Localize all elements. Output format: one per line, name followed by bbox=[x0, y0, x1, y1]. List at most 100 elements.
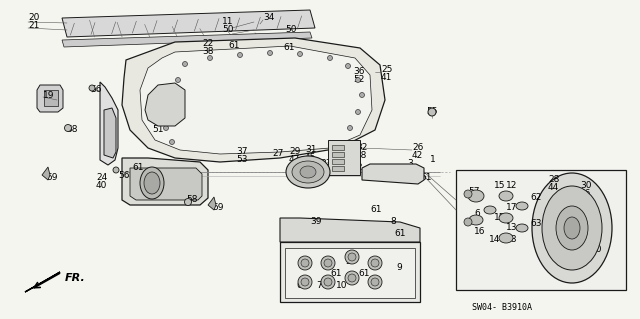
Bar bbox=[332, 159, 344, 164]
Text: 55: 55 bbox=[426, 108, 438, 116]
Polygon shape bbox=[328, 140, 360, 175]
Bar bbox=[44, 90, 58, 106]
Text: 52: 52 bbox=[353, 76, 364, 85]
Text: 38: 38 bbox=[202, 48, 214, 56]
Text: 29: 29 bbox=[289, 147, 300, 157]
Circle shape bbox=[301, 278, 309, 286]
Ellipse shape bbox=[144, 172, 160, 194]
Circle shape bbox=[346, 63, 351, 69]
Polygon shape bbox=[122, 158, 208, 205]
Polygon shape bbox=[122, 38, 385, 162]
Circle shape bbox=[184, 198, 191, 205]
Text: 57: 57 bbox=[468, 218, 479, 226]
Text: 3: 3 bbox=[407, 160, 413, 168]
Text: 56: 56 bbox=[90, 85, 102, 94]
Text: 37: 37 bbox=[236, 147, 248, 157]
Text: 17: 17 bbox=[506, 204, 518, 212]
Polygon shape bbox=[140, 46, 372, 154]
Polygon shape bbox=[62, 10, 315, 37]
Text: 10: 10 bbox=[336, 281, 348, 291]
Circle shape bbox=[321, 275, 335, 289]
Circle shape bbox=[182, 62, 188, 66]
Bar bbox=[285, 248, 415, 298]
Ellipse shape bbox=[140, 167, 164, 199]
Ellipse shape bbox=[499, 213, 513, 223]
Text: 7: 7 bbox=[316, 281, 322, 291]
Text: 23: 23 bbox=[374, 172, 385, 181]
Text: 46: 46 bbox=[580, 189, 591, 198]
Text: 13: 13 bbox=[506, 224, 518, 233]
Circle shape bbox=[368, 256, 382, 270]
Ellipse shape bbox=[516, 202, 528, 210]
Text: 50: 50 bbox=[285, 26, 296, 34]
Text: 45: 45 bbox=[305, 153, 316, 162]
Text: 44: 44 bbox=[548, 183, 559, 192]
Circle shape bbox=[345, 271, 359, 285]
Ellipse shape bbox=[499, 191, 513, 201]
Circle shape bbox=[163, 125, 168, 130]
Text: 58: 58 bbox=[66, 125, 77, 135]
Text: 26: 26 bbox=[412, 144, 424, 152]
Text: 61: 61 bbox=[132, 164, 143, 173]
Text: 32: 32 bbox=[356, 144, 367, 152]
Bar bbox=[332, 145, 344, 150]
Circle shape bbox=[65, 124, 72, 131]
Text: 51: 51 bbox=[152, 125, 163, 135]
Circle shape bbox=[371, 278, 379, 286]
Circle shape bbox=[168, 93, 173, 99]
Text: 28: 28 bbox=[548, 175, 559, 184]
Text: 27: 27 bbox=[272, 150, 284, 159]
Circle shape bbox=[268, 50, 273, 56]
Bar bbox=[280, 242, 420, 302]
Ellipse shape bbox=[516, 224, 528, 232]
Text: 41: 41 bbox=[381, 73, 392, 83]
Text: 8: 8 bbox=[390, 218, 396, 226]
Polygon shape bbox=[362, 164, 424, 184]
Circle shape bbox=[301, 259, 309, 267]
Polygon shape bbox=[100, 82, 118, 165]
Circle shape bbox=[348, 274, 356, 282]
Text: 59: 59 bbox=[212, 204, 223, 212]
Text: 9: 9 bbox=[396, 263, 402, 272]
Circle shape bbox=[355, 78, 360, 83]
Text: 63: 63 bbox=[530, 219, 541, 228]
Circle shape bbox=[345, 250, 359, 264]
Circle shape bbox=[324, 278, 332, 286]
Text: 60: 60 bbox=[590, 246, 602, 255]
Text: 58: 58 bbox=[186, 196, 198, 204]
Text: 61: 61 bbox=[283, 43, 294, 53]
Circle shape bbox=[163, 109, 168, 115]
Text: 30: 30 bbox=[580, 182, 591, 190]
Polygon shape bbox=[42, 167, 50, 180]
Polygon shape bbox=[280, 218, 420, 242]
Ellipse shape bbox=[556, 206, 588, 250]
Ellipse shape bbox=[469, 215, 483, 225]
Circle shape bbox=[348, 125, 353, 130]
Circle shape bbox=[237, 53, 243, 57]
Text: 18: 18 bbox=[506, 235, 518, 244]
Circle shape bbox=[368, 275, 382, 289]
Bar bbox=[456, 170, 626, 290]
Circle shape bbox=[355, 109, 360, 115]
Text: 56: 56 bbox=[118, 172, 129, 181]
Text: 24: 24 bbox=[96, 174, 108, 182]
Ellipse shape bbox=[484, 206, 496, 214]
Text: 34: 34 bbox=[263, 13, 275, 23]
Polygon shape bbox=[62, 32, 312, 47]
Text: 20: 20 bbox=[28, 13, 40, 23]
Text: 39: 39 bbox=[310, 218, 321, 226]
Circle shape bbox=[324, 259, 332, 267]
Text: 1: 1 bbox=[430, 155, 436, 165]
Circle shape bbox=[89, 85, 95, 91]
Text: 61: 61 bbox=[330, 270, 342, 278]
Ellipse shape bbox=[542, 186, 602, 270]
Text: 6: 6 bbox=[474, 210, 480, 219]
Text: 61: 61 bbox=[420, 174, 431, 182]
Text: 33: 33 bbox=[320, 160, 332, 168]
Circle shape bbox=[321, 256, 335, 270]
Ellipse shape bbox=[300, 166, 316, 178]
Ellipse shape bbox=[532, 173, 612, 283]
Text: 54: 54 bbox=[567, 246, 579, 255]
Polygon shape bbox=[145, 83, 185, 126]
Ellipse shape bbox=[468, 190, 484, 202]
